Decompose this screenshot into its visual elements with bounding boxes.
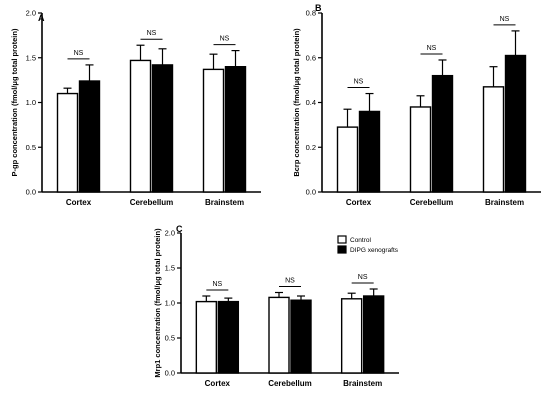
significance-label: NS	[220, 36, 230, 43]
legend-swatch	[337, 245, 347, 254]
category-label: Cortex	[346, 198, 372, 207]
bar	[217, 300, 240, 374]
bar	[504, 54, 527, 193]
legend: Control DIPG xenografts	[337, 235, 399, 254]
y-tick-label: 0.6	[306, 53, 316, 62]
significance-label: NS	[354, 79, 364, 86]
bar	[336, 126, 359, 193]
bar	[358, 110, 381, 193]
bar	[268, 296, 290, 374]
bar	[409, 106, 432, 193]
y-tick-label: 1.5	[26, 53, 36, 62]
y-axis-label: Mrp1 concentration (fmol/μg total protei…	[153, 228, 162, 378]
y-tick-label: 0.5	[26, 143, 36, 152]
category-label: Brainstem	[343, 379, 382, 388]
bar	[431, 74, 454, 193]
category-label: Cerebellum	[410, 198, 454, 207]
category-label: Brainstem	[205, 198, 244, 207]
bar	[151, 64, 174, 193]
bar	[56, 92, 79, 193]
y-tick-label: 0.5	[165, 334, 175, 343]
y-tick-label: 1.5	[165, 264, 175, 273]
chart-panel-c: C Mrp1 concentration (fmol/μg total prote…	[153, 224, 399, 388]
significance-label: NS	[500, 16, 510, 23]
category-label: Cerebellum	[268, 379, 312, 388]
y-tick-label: 0.0	[165, 369, 175, 378]
panel-letter: B	[315, 3, 322, 13]
significance-label: NS	[74, 50, 84, 57]
significance-label: NS	[285, 278, 295, 285]
bar	[202, 68, 225, 193]
significance-label: NS	[427, 45, 437, 52]
y-tick-label: 2.0	[26, 9, 36, 18]
category-label: Cortex	[205, 379, 231, 388]
y-axis-label: P-gp concentration (fmol/μg total protei…	[10, 28, 19, 176]
y-tick-label: 1.0	[165, 299, 175, 308]
category-label: Brainstem	[485, 198, 524, 207]
legend-label: DIPG xenografts	[350, 247, 399, 254]
bar	[362, 295, 385, 374]
bar	[224, 65, 247, 193]
y-tick-label: 0.8	[306, 9, 316, 18]
chart-panel-a: AP-gp concentration (fmol/μg total prote…	[10, 9, 261, 207]
category-label: Cerebellum	[130, 198, 174, 207]
significance-label: NS	[212, 281, 222, 288]
legend-label: Control	[350, 237, 372, 244]
panel-letter: C	[176, 224, 183, 234]
y-axis-label: Bcrp concentration (fmol/μg total protei…	[292, 28, 301, 177]
y-tick-label: 0.0	[306, 188, 316, 197]
chart-panel-b: B Bcrp concentration (fmol/μg total prote…	[292, 3, 541, 207]
bar	[290, 299, 312, 374]
bar	[129, 59, 152, 193]
y-tick-label: 2.0	[165, 229, 175, 238]
bar	[482, 86, 505, 193]
legend-swatch	[337, 235, 347, 244]
category-label: Cortex	[66, 198, 92, 207]
y-tick-label: 0.0	[26, 188, 36, 197]
significance-label: NS	[358, 274, 368, 281]
y-tick-label: 1.0	[26, 98, 36, 107]
y-tick-label: 0.4	[306, 98, 316, 107]
bar	[78, 80, 101, 193]
significance-label: NS	[147, 30, 157, 37]
y-tick-label: 0.2	[306, 143, 316, 152]
bar	[340, 298, 363, 374]
bar	[195, 300, 218, 374]
